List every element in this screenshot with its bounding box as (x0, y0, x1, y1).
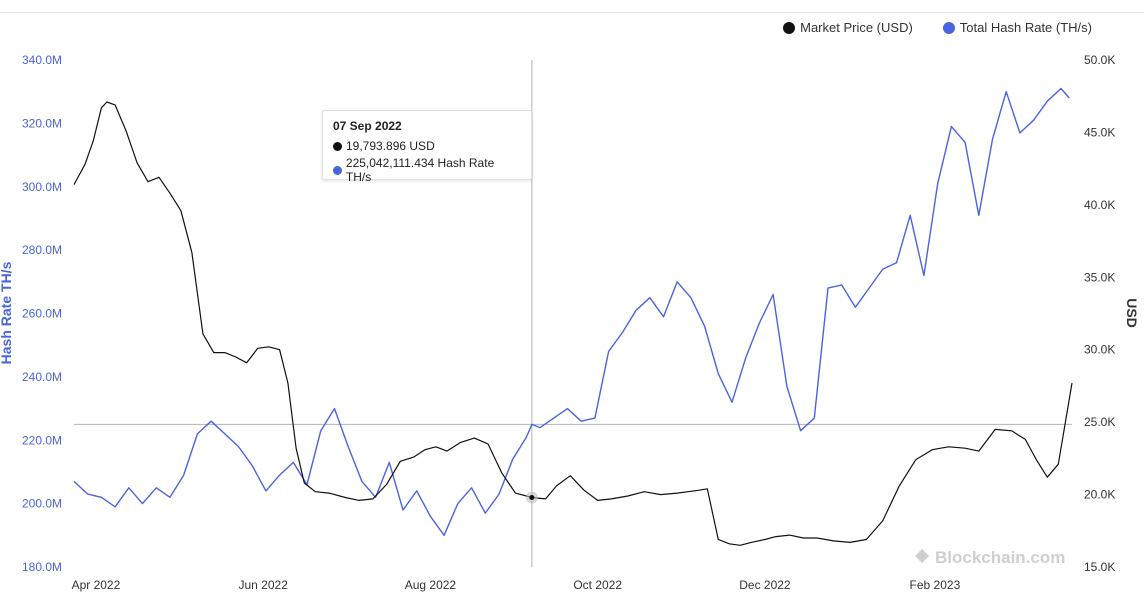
x-tick-label: Oct 2022 (573, 578, 622, 592)
series-line-hash-rate (73, 87, 1070, 536)
right-tick-label: 30.0K (1084, 343, 1115, 357)
tooltip-date: 07 Sep 2022 (333, 119, 402, 133)
legend-item-market-price[interactable]: Market Price (USD) (783, 20, 913, 35)
right-axis-ticks: 15.0K 20.0K 25.0K 30.0K 35.0K 40.0K 45.0K 50.0K (1084, 53, 1115, 574)
left-axis-title: Hash Rate TH/s (0, 261, 14, 364)
left-tick-label: 280.0M (22, 243, 62, 257)
x-axis-ticks: Apr 2022 Jun 2022 Aug 2022 Oct 2022 Dec 2022… (72, 578, 961, 592)
right-tick-label: 20.0K (1084, 488, 1115, 502)
left-tick-label: 340.0M (22, 53, 62, 67)
x-tick-label: Dec 2022 (739, 578, 791, 592)
top-divider (0, 12, 1144, 13)
right-tick-label: 25.0K (1084, 415, 1115, 429)
crosshair-marker-price (529, 494, 535, 500)
right-tick-label: 35.0K (1084, 270, 1115, 284)
tooltip-price-value: 19,793.896 USD (346, 139, 435, 153)
right-tick-label: 45.0K (1084, 125, 1115, 139)
legend-hash-label: Total Hash Rate (TH/s) (959, 20, 1092, 35)
tooltip-hash-swatch (333, 165, 342, 175)
tooltip-price-swatch (333, 141, 342, 151)
series-line-market-price (73, 101, 1073, 546)
x-tick-label: Jun 2022 (238, 578, 288, 592)
legend-price-label: Market Price (USD) (800, 20, 913, 35)
chart-legend: Market Price (USD) Total Hash Rate (TH/s… (783, 20, 1092, 35)
legend-price-swatch (783, 21, 796, 34)
left-tick-label: 260.0M (22, 307, 62, 321)
left-tick-label: 180.0M (22, 560, 62, 574)
right-tick-label: 15.0K (1084, 560, 1115, 574)
tooltip-hash-value: 225,042,111.434 Hash Rate TH/s (345, 156, 495, 184)
watermark-text: Blockchain.com (935, 548, 1065, 567)
x-tick-label: Apr 2022 (72, 578, 121, 592)
right-axis-title: USD (1124, 298, 1140, 328)
legend-hash-swatch (942, 21, 955, 34)
watermark-logo: Blockchain.com (915, 548, 1065, 567)
hover-tooltip: 07 Sep 2022 19,793.896 USD 225,042,111.4… (322, 110, 532, 184)
left-tick-label: 300.0M (22, 180, 62, 194)
right-tick-label: 40.0K (1084, 198, 1115, 212)
left-axis-ticks: 180.0M 200.0M 220.0M 240.0M 260.0M 280.0M 300.… (22, 53, 62, 574)
left-tick-label: 320.0M (22, 116, 62, 130)
tooltip-hash-row: 225,042,111.434 Hash Rate TH/s (333, 156, 521, 184)
left-tick-label: 220.0M (22, 433, 62, 447)
legend-item-hash-rate[interactable]: Total Hash Rate (TH/s) (942, 20, 1092, 35)
left-tick-label: 200.0M (22, 497, 62, 511)
left-tick-label: 240.0M (22, 370, 62, 384)
x-tick-label: Feb 2023 (910, 578, 961, 592)
right-tick-label: 50.0K (1084, 53, 1115, 67)
x-tick-label: Aug 2022 (405, 578, 457, 592)
tooltip-price-row: 19,793.896 USD (333, 139, 521, 153)
